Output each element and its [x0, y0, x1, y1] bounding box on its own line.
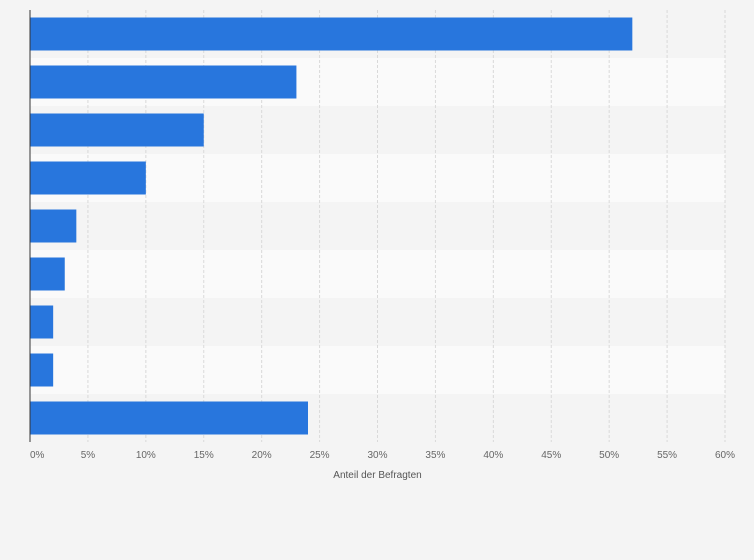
- x-tick-label: 20%: [252, 450, 272, 461]
- x-tick-label: 30%: [367, 450, 387, 461]
- x-tick-label: 25%: [310, 450, 330, 461]
- x-tick-label: 50%: [599, 450, 619, 461]
- bar: [30, 17, 633, 51]
- bar: [30, 161, 146, 195]
- bar: [30, 257, 65, 291]
- x-tick-label: 45%: [541, 450, 561, 461]
- bar: [30, 113, 204, 147]
- x-tick-label: 5%: [81, 450, 96, 461]
- x-axis-title: Anteil der Befragten: [333, 470, 421, 481]
- x-tick-label: 15%: [194, 450, 214, 461]
- x-tick-label: 35%: [425, 450, 445, 461]
- x-tick-label: 10%: [136, 450, 156, 461]
- bar: [30, 401, 308, 435]
- x-tick-labels: 0% 5% 10% 15% 20% 25% 30% 35% 40% 45% 50% 55% 60%: [30, 450, 735, 461]
- bar: [30, 305, 54, 339]
- x-tick-label: 55%: [657, 450, 677, 461]
- bar: [30, 65, 297, 99]
- x-tick-label: 0%: [30, 450, 45, 461]
- x-tick-label: 60%: [715, 450, 735, 461]
- bar: [30, 353, 54, 387]
- bars: [30, 17, 633, 435]
- bar: [30, 209, 77, 243]
- x-tick-label: 40%: [483, 450, 503, 461]
